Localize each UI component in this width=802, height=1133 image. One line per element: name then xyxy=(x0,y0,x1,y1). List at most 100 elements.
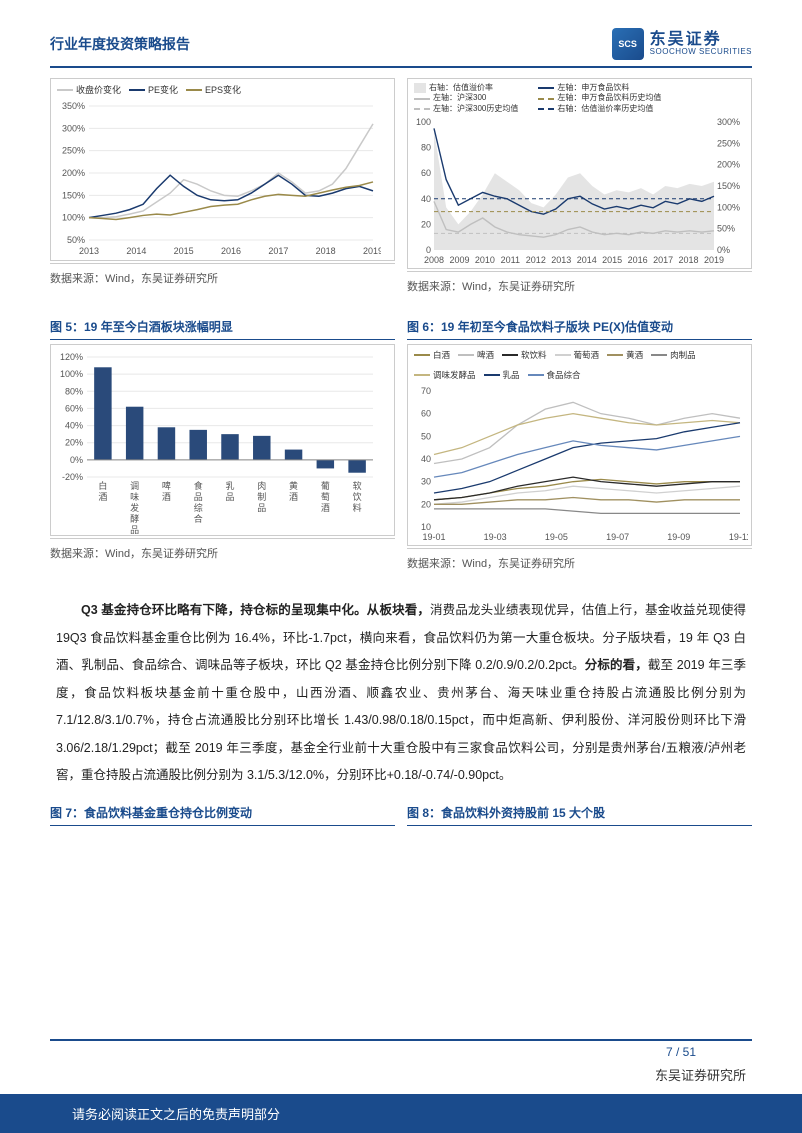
svg-text:250%: 250% xyxy=(717,139,740,149)
svg-text:酒: 酒 xyxy=(98,492,107,502)
svg-text:100%: 100% xyxy=(62,213,85,223)
svg-text:19-11: 19-11 xyxy=(729,532,748,542)
svg-text:150%: 150% xyxy=(62,190,85,200)
fig5-title: 图 5：19 年至今白酒板块涨幅明显 xyxy=(50,320,233,334)
svg-text:黄: 黄 xyxy=(289,480,298,491)
svg-text:酒: 酒 xyxy=(289,492,298,502)
svg-text:100%: 100% xyxy=(717,203,740,213)
fig7-title-bar: 图 7：食品饮料基金重仓持仓比例变动 xyxy=(50,804,395,826)
disclaimer-bar: 请务必阅读正文之后的免责声明部分 xyxy=(0,1094,802,1133)
svg-text:乳: 乳 xyxy=(225,480,234,491)
svg-text:50%: 50% xyxy=(67,235,85,245)
fig8-title: 图 8：食品饮料外资持股前 15 大个股 xyxy=(407,806,605,820)
svg-text:2009: 2009 xyxy=(449,255,469,265)
svg-text:40%: 40% xyxy=(65,421,83,431)
logo-en: SOOCHOW SECURITIES xyxy=(650,48,752,56)
svg-text:饮: 饮 xyxy=(353,491,362,502)
svg-text:品: 品 xyxy=(130,525,139,535)
svg-text:制: 制 xyxy=(257,491,266,502)
svg-text:70: 70 xyxy=(421,386,431,396)
logo-mark-icon: SCS xyxy=(612,28,644,60)
svg-text:60%: 60% xyxy=(65,404,83,414)
chart-1-source: 数据来源：Wind，东吴证券研究所 xyxy=(50,263,395,292)
chart-2-source: 数据来源：Wind，东吴证券研究所 xyxy=(407,271,752,300)
svg-text:味: 味 xyxy=(130,491,139,502)
svg-text:200%: 200% xyxy=(62,168,85,178)
svg-text:300%: 300% xyxy=(62,123,85,133)
svg-text:软: 软 xyxy=(353,480,362,491)
svg-text:20: 20 xyxy=(421,220,431,230)
svg-text:0: 0 xyxy=(426,245,431,255)
svg-text:300%: 300% xyxy=(717,118,740,127)
svg-text:葡: 葡 xyxy=(321,480,330,491)
svg-text:白: 白 xyxy=(98,480,107,491)
svg-text:0%: 0% xyxy=(70,455,83,465)
svg-text:肉: 肉 xyxy=(257,480,266,491)
svg-text:150%: 150% xyxy=(717,181,740,191)
svg-text:综: 综 xyxy=(194,502,203,513)
svg-text:2013: 2013 xyxy=(79,246,99,256)
svg-text:2008: 2008 xyxy=(424,255,444,265)
svg-text:品: 品 xyxy=(225,492,234,502)
svg-text:品: 品 xyxy=(194,492,203,502)
svg-text:200%: 200% xyxy=(717,160,740,170)
svg-text:120%: 120% xyxy=(60,352,83,362)
svg-text:60: 60 xyxy=(421,168,431,178)
svg-text:2012: 2012 xyxy=(526,255,546,265)
svg-text:19-01: 19-01 xyxy=(422,532,445,542)
svg-text:2018: 2018 xyxy=(316,246,336,256)
svg-text:合: 合 xyxy=(194,513,203,524)
svg-text:250%: 250% xyxy=(62,146,85,156)
svg-text:40: 40 xyxy=(421,454,431,464)
svg-text:2017: 2017 xyxy=(653,255,673,265)
chart-2: 右轴：估值溢价率左轴：沪深300左轴：沪深300历史均值左轴：申万食品饮料左轴：… xyxy=(407,78,752,269)
svg-text:-20%: -20% xyxy=(62,472,83,482)
svg-text:19-03: 19-03 xyxy=(484,532,507,542)
svg-text:酒: 酒 xyxy=(321,503,330,513)
research-dept: 东吴证券研究所 xyxy=(0,1063,802,1094)
svg-text:80: 80 xyxy=(421,143,431,153)
svg-text:2011: 2011 xyxy=(501,255,520,265)
page-number: 7 / 51 xyxy=(50,1039,752,1063)
company-logo: SCS 东吴证券 SOOCHOW SECURITIES xyxy=(612,28,752,60)
chart-5: -20%0%20%40%60%80%100%120%白酒调味发酵品啤酒食品综合乳… xyxy=(50,344,395,536)
svg-text:40: 40 xyxy=(421,194,431,204)
svg-text:2019: 2019 xyxy=(363,246,381,256)
svg-text:2018: 2018 xyxy=(679,255,699,265)
svg-text:10: 10 xyxy=(421,522,431,532)
svg-text:80%: 80% xyxy=(65,386,83,396)
header-title: 行业年度投资策略报告 xyxy=(50,34,190,54)
chart-6: 白酒啤酒软饮料葡萄酒黄酒肉制品调味发酵品乳品食品综合 1020304050607… xyxy=(407,344,752,546)
svg-text:酵: 酵 xyxy=(130,514,139,524)
svg-text:19-07: 19-07 xyxy=(606,532,629,542)
svg-text:30: 30 xyxy=(421,477,431,487)
svg-text:19-09: 19-09 xyxy=(667,532,690,542)
svg-text:2016: 2016 xyxy=(628,255,648,265)
svg-text:萄: 萄 xyxy=(321,491,330,502)
svg-text:啤: 啤 xyxy=(162,480,171,491)
svg-text:50: 50 xyxy=(421,432,431,442)
chart-6-source: 数据来源：Wind，东吴证券研究所 xyxy=(407,548,752,577)
svg-text:发: 发 xyxy=(130,502,139,513)
svg-text:0%: 0% xyxy=(717,245,730,255)
fig5-title-bar: 图 5：19 年至今白酒板块涨幅明显 xyxy=(50,318,395,340)
fig6-title-bar: 图 6：19 年初至今食品饮料子版块 PE(X)估值变动 xyxy=(407,318,752,340)
chart-2-legend: 右轴：估值溢价率左轴：沪深300左轴：沪深300历史均值左轴：申万食品饮料左轴：… xyxy=(408,79,751,118)
page-header: 行业年度投资策略报告 SCS 东吴证券 SOOCHOW SECURITIES xyxy=(50,28,752,68)
svg-text:20: 20 xyxy=(421,500,431,510)
svg-text:20%: 20% xyxy=(65,438,83,448)
chart-5-source: 数据来源：Wind，东吴证券研究所 xyxy=(50,538,395,567)
svg-text:19-05: 19-05 xyxy=(545,532,568,542)
svg-text:2014: 2014 xyxy=(126,246,146,256)
svg-text:350%: 350% xyxy=(62,101,85,111)
svg-text:2014: 2014 xyxy=(577,255,597,265)
svg-text:酒: 酒 xyxy=(162,492,171,502)
chart-6-legend: 白酒啤酒软饮料葡萄酒黄酒肉制品调味发酵品乳品食品综合 xyxy=(408,345,751,385)
svg-text:调: 调 xyxy=(130,481,139,491)
body-paragraph: Q3 基金持仓环比略有下降，持仓标的呈现集中化。从板块看，消费品龙头业绩表现优异… xyxy=(56,597,746,790)
fig8-title-bar: 图 8：食品饮料外资持股前 15 大个股 xyxy=(407,804,752,826)
svg-text:50%: 50% xyxy=(717,224,735,234)
svg-text:2010: 2010 xyxy=(475,255,495,265)
svg-text:2015: 2015 xyxy=(174,246,194,256)
svg-text:2019: 2019 xyxy=(704,255,724,265)
